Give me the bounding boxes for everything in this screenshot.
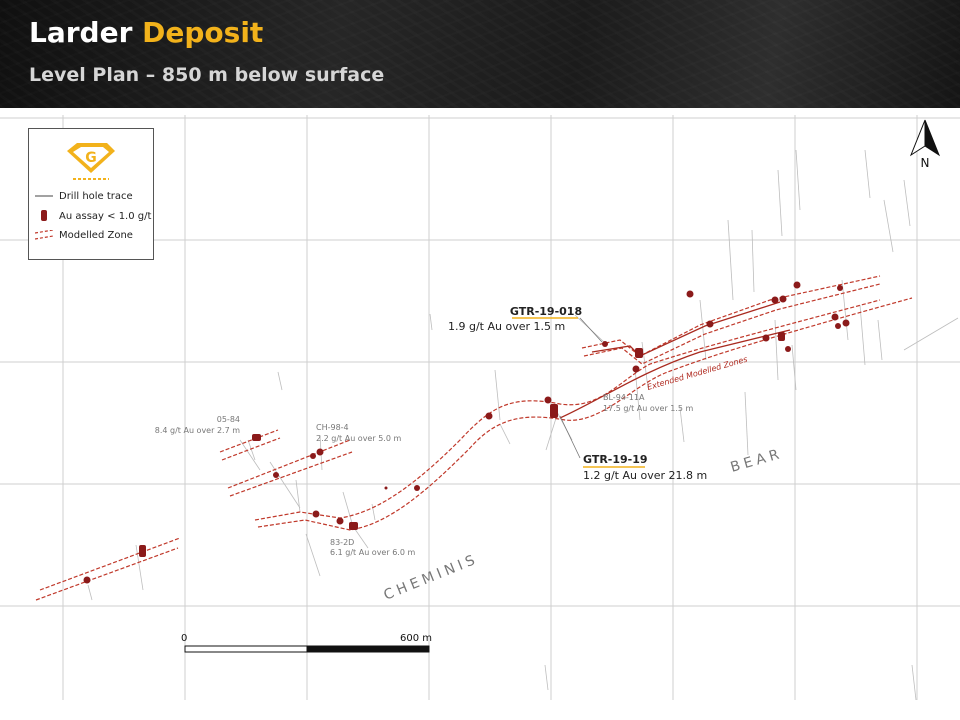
- zone-north-upper: [581, 275, 881, 357]
- assay-interval: [139, 545, 146, 557]
- assay-point: [793, 281, 801, 289]
- assay-point: [485, 412, 493, 420]
- page-subtitle: Level Plan – 850 m below surface: [29, 64, 385, 86]
- callout-05-84-assay: 8.4 g/t Au over 2.7 m: [155, 426, 240, 435]
- zone-05-84-lower: [221, 437, 281, 461]
- callout-83-2d-hole: 83-2D: [330, 538, 354, 547]
- title-part-2: Deposit: [142, 16, 264, 49]
- assay-interval: [252, 434, 261, 441]
- assay-point: [273, 472, 279, 478]
- assay-interval: [635, 348, 643, 358]
- title-part-1: Larder: [29, 16, 133, 49]
- assay-interval: [778, 332, 785, 341]
- assay-point: [837, 285, 843, 291]
- zone-ch-98-4-upper: [227, 439, 351, 489]
- callout-gtr-19-19-assay: 1.2 g/t Au over 21.8 m: [583, 469, 707, 482]
- rock-texture: [0, 0, 960, 108]
- zone-main-upper: [254, 299, 881, 521]
- modelled-zone-icon: [35, 230, 53, 240]
- assay-point: [310, 453, 316, 459]
- level-plan-map: GTR-19-018 1.9 g/t Au over 1.5 m GTR-19-…: [0, 115, 960, 701]
- scale-end-label: 600 m: [400, 633, 432, 644]
- callout-gtr-19-19-hole: GTR-19-19: [583, 453, 648, 466]
- callout-gtr-19-018-hole: GTR-19-018: [510, 305, 582, 318]
- assay-point: [779, 295, 787, 303]
- callout-bl-94-11a-hole: BL-94-11A: [603, 393, 645, 402]
- callout-83-2d-assay: 6.1 g/t Au over 6.0 m: [330, 548, 415, 557]
- assay-point: [706, 320, 714, 328]
- assay-point: [831, 313, 839, 321]
- legend-item-au-assay: Au assay < 1.0 g/t: [35, 210, 151, 222]
- legend-item-modelled-zone: Modelled Zone: [35, 230, 133, 241]
- au-assay-icon: [41, 210, 47, 221]
- assay-point: [632, 365, 640, 373]
- zone-ch-98-4-lower: [229, 451, 353, 497]
- bear-label: BEAR: [729, 446, 785, 476]
- map-grid: [0, 115, 960, 700]
- callout-ch-98-4-assay: 2.2 g/t Au over 5.0 m: [316, 434, 401, 443]
- zone-north-lower: [583, 283, 881, 365]
- au-assays: [83, 281, 850, 584]
- scale-start-label: 0: [181, 633, 187, 644]
- zone-sw-lower: [35, 547, 179, 601]
- assay-point: [414, 485, 420, 491]
- extended-zone-lower: [559, 329, 791, 419]
- assay-point: [336, 517, 344, 525]
- legend-label-modelled-zone: Modelled Zone: [59, 230, 133, 241]
- map-legend: G Drill hole trace Au assay < 1.0 g/t Mo…: [28, 128, 154, 260]
- legend-label-au-assay: Au assay < 1.0 g/t: [59, 211, 152, 222]
- callout-05-84-hole: 05-84: [217, 415, 240, 424]
- north-label: N: [921, 156, 930, 170]
- logo-letter: G: [85, 150, 97, 166]
- scale-bar: 0 600 m: [181, 633, 432, 653]
- modelled-zones: [35, 275, 913, 601]
- company-logo-icon: G: [67, 143, 115, 180]
- callout-gtr-19-018-assay: 1.9 g/t Au over 1.5 m: [448, 320, 565, 333]
- legend-label-drill-hole: Drill hole trace: [59, 191, 133, 202]
- north-arrow-icon: N: [909, 119, 941, 170]
- assay-point: [384, 486, 388, 490]
- callout-bl-94-11a-assay: 17.5 g/t Au over 1.5 m: [603, 404, 694, 413]
- zone-main-lower: [257, 297, 913, 531]
- drill-hole-traces: [87, 149, 959, 701]
- assay-point: [312, 510, 320, 518]
- extended-zone-upper: [591, 301, 781, 357]
- assay-point: [686, 290, 694, 298]
- assay-point: [835, 323, 841, 329]
- legend-item-drill-hole: Drill hole trace: [35, 191, 133, 202]
- page-title: Larder Deposit: [29, 16, 263, 49]
- assay-interval: [349, 522, 358, 530]
- assay-point: [771, 296, 779, 304]
- zone-05-84-upper: [219, 429, 279, 453]
- drill-hole-trace-icon: [35, 195, 53, 197]
- cheminis-label: CHEMINIS: [382, 551, 482, 604]
- assay-point: [785, 346, 791, 352]
- assay-point: [762, 334, 770, 342]
- zone-sw-upper: [39, 537, 181, 591]
- assay-point: [842, 319, 850, 327]
- assay-point: [602, 341, 608, 347]
- extended-modelled-zones: [559, 301, 791, 419]
- assay-interval: [550, 404, 558, 418]
- callout-ch-98-4-hole: CH-98-4: [316, 423, 349, 432]
- assay-point: [544, 396, 552, 404]
- assay-point: [83, 576, 91, 584]
- assay-point: [316, 448, 324, 456]
- callout-leaders: [559, 317, 603, 459]
- header-banner: Larder Deposit Level Plan – 850 m below …: [0, 0, 960, 108]
